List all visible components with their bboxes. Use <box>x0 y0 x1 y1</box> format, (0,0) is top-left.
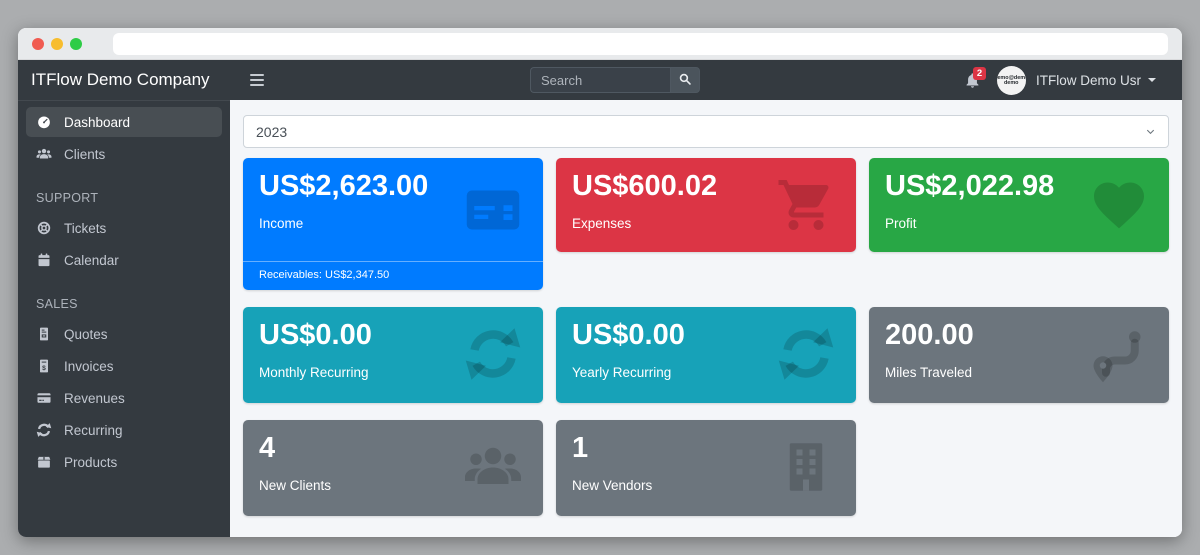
card-label: Expenses <box>572 215 632 231</box>
sync-icon <box>34 422 54 438</box>
sidebar-item-dashboard[interactable]: Dashboard <box>26 107 222 137</box>
close-window-button[interactable] <box>32 37 44 50</box>
notification-badge: 2 <box>972 66 986 80</box>
card-value: US$600.02 <box>572 170 718 202</box>
menu-toggle-button[interactable] <box>248 70 266 90</box>
miles-traveled-card[interactable]: 200.00 Miles Traveled <box>869 307 1169 403</box>
card-label: Income <box>259 215 304 231</box>
sidebar-item-tickets[interactable]: Tickets <box>26 213 222 243</box>
search-icon <box>678 72 692 89</box>
box-icon <box>34 454 54 470</box>
user-name: ITFlow Demo Usr <box>1035 72 1141 88</box>
card-row-1: US$2,623.00 Income Receivables: US$2,347… <box>243 158 1169 290</box>
card-row-2: US$0.00 Monthly Recurring US$0.00 Yearly… <box>243 307 1169 403</box>
yearly-recurring-card[interactable]: US$0.00 Yearly Recurring <box>556 307 856 403</box>
card-value: US$0.00 <box>259 319 372 351</box>
svg-text:$: $ <box>42 365 46 372</box>
monthly-recurring-card[interactable]: US$0.00 Monthly Recurring <box>243 307 543 403</box>
address-bar[interactable] <box>113 32 1168 55</box>
credit-card-icon <box>34 390 54 406</box>
minimize-window-button[interactable] <box>51 37 63 50</box>
sidebar-item-revenues[interactable]: Revenues <box>26 383 222 413</box>
heart-icon <box>1085 175 1153 235</box>
calendar-icon <box>34 252 54 268</box>
avatar: demo@demo demo <box>996 65 1026 95</box>
navbar-right: 2 demo@demo demo ITFlow Demo Usr <box>964 65 1156 95</box>
browser-chrome <box>18 28 1182 60</box>
card-value: US$2,022.98 <box>885 170 1055 202</box>
sync-icon <box>772 324 840 384</box>
sidebar-nav: Dashboard Clients SUPPORT Tickets <box>18 101 230 479</box>
sidebar-item-clients[interactable]: Clients <box>26 139 222 169</box>
card-value: 4 <box>259 432 276 464</box>
sidebar-item-label: Quotes <box>64 326 108 342</box>
search-button[interactable] <box>669 67 700 93</box>
file-invoice-dollar-icon: $ <box>34 358 54 374</box>
top-navbar: 2 demo@demo demo ITFlow Demo Usr <box>230 60 1182 100</box>
caret-down-icon <box>1147 78 1156 86</box>
card-label: New Clients <box>259 477 332 493</box>
sidebar-item-calendar[interactable]: Calendar <box>26 245 222 275</box>
card-value: US$2,623.00 <box>259 170 429 202</box>
chevron-down-icon <box>1145 126 1156 137</box>
users-icon <box>34 146 54 162</box>
card-label: Profit <box>885 215 917 231</box>
sidebar-item-label: Dashboard <box>64 114 131 130</box>
sidebar-item-label: Invoices <box>64 358 114 374</box>
card-label: New Vendors <box>572 477 653 493</box>
profit-card[interactable]: US$2,022.98 Profit <box>869 158 1169 252</box>
year-select-value: 2023 <box>256 123 288 140</box>
credit-card-icon <box>459 180 527 240</box>
maximize-window-button[interactable] <box>70 37 82 50</box>
new-vendors-card[interactable]: 1 New Vendors <box>556 420 856 516</box>
sidebar-section-header-support: SUPPORT <box>36 191 99 205</box>
main-content: 2023 US$2,623.00 Income Receivable <box>230 100 1182 537</box>
sidebar-item-recurring[interactable]: Recurring <box>26 415 222 445</box>
route-icon <box>1085 324 1153 384</box>
card-value: 200.00 <box>885 319 974 351</box>
sidebar-item-label: Calendar <box>64 252 119 268</box>
avatar-text-line2: demo <box>1004 79 1019 86</box>
sidebar-item-label: Tickets <box>64 220 107 236</box>
app-window: ITFlow Demo Company Dashboard Clients <box>18 60 1182 537</box>
card-footer: Receivables: US$2,347.50 <box>243 261 543 290</box>
notifications-button[interactable]: 2 <box>964 66 986 89</box>
sidebar-item-quotes[interactable]: Quotes <box>26 319 222 349</box>
search-form <box>529 67 700 93</box>
sidebar-section-header-sales: SALES <box>36 297 78 311</box>
income-card[interactable]: US$2,623.00 Income Receivables: US$2,347… <box>243 158 543 290</box>
user-menu[interactable]: demo@demo demo ITFlow Demo Usr <box>996 65 1156 95</box>
building-icon <box>772 437 840 497</box>
card-value: US$0.00 <box>572 319 685 351</box>
avatar-text-line1: demo@demo <box>997 73 1026 80</box>
browser-window: ITFlow Demo Company Dashboard Clients <box>18 28 1182 537</box>
shopping-cart-icon <box>772 175 840 235</box>
sidebar-item-products[interactable]: Products <box>26 447 222 477</box>
sidebar-item-label: Clients <box>64 146 106 162</box>
sync-icon <box>459 324 527 384</box>
life-ring-icon <box>34 220 54 236</box>
sidebar-item-invoices[interactable]: $ Invoices <box>26 351 222 381</box>
year-select[interactable]: 2023 <box>243 115 1169 148</box>
card-label: Miles Traveled <box>885 364 973 380</box>
brand-title[interactable]: ITFlow Demo Company <box>18 60 230 101</box>
expenses-card[interactable]: US$600.02 Expenses <box>556 158 856 252</box>
search-input[interactable] <box>529 67 670 93</box>
card-label: Monthly Recurring <box>259 364 369 380</box>
sidebar-item-label: Recurring <box>64 422 123 438</box>
sidebar-item-label: Revenues <box>64 390 125 406</box>
card-label: Yearly Recurring <box>572 364 672 380</box>
new-clients-card[interactable]: 4 New Clients <box>243 420 543 516</box>
card-value: 1 <box>572 432 589 464</box>
card-row-3: 4 New Clients 1 New Vendors <box>243 420 1169 516</box>
file-invoice-icon <box>34 326 54 342</box>
sidebar-item-label: Products <box>64 454 118 470</box>
tachometer-icon <box>34 114 54 130</box>
users-icon <box>459 437 527 497</box>
sidebar: ITFlow Demo Company Dashboard Clients <box>18 60 230 537</box>
